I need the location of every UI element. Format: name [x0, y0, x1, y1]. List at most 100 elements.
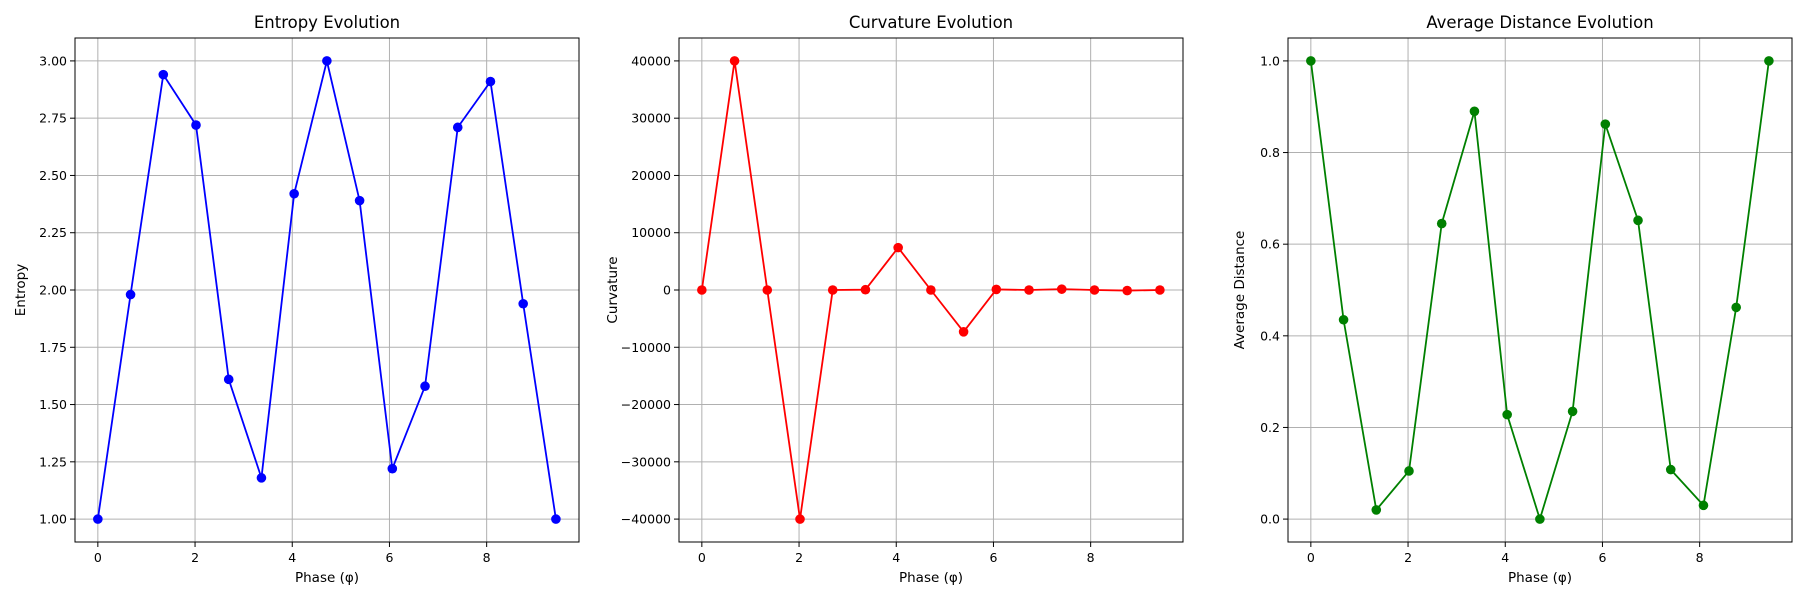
data-point — [729, 56, 740, 66]
data-point — [223, 374, 234, 385]
data-point — [1155, 285, 1165, 295]
data-point — [860, 284, 871, 295]
data-point — [1306, 56, 1316, 66]
y-tick-label: −10000 — [621, 340, 671, 355]
data-point — [1122, 285, 1132, 296]
x-tick-label: 4 — [1501, 550, 1509, 565]
x-tick-label: 6 — [989, 550, 997, 565]
data-point — [1731, 302, 1741, 313]
y-tick-label: 2.25 — [39, 225, 67, 240]
x-tick-label: 2 — [1404, 550, 1412, 565]
y-tick-label: 3.00 — [39, 53, 67, 68]
data-point — [1436, 218, 1447, 229]
y-axis-label: Average Distance — [1232, 231, 1248, 350]
y-tick-label: 1.25 — [39, 454, 67, 469]
data-point — [991, 284, 1002, 295]
y-tick-label: 10000 — [631, 225, 671, 240]
data-point — [1338, 314, 1349, 325]
x-axis-label: Phase (φ) — [899, 570, 963, 586]
data-point — [1633, 215, 1643, 226]
data-point — [485, 76, 496, 87]
y-tick-label: 1.00 — [39, 512, 67, 527]
data-point — [93, 514, 103, 524]
y-axis-label: Entropy — [13, 264, 29, 316]
x-tick-label: 2 — [795, 550, 803, 565]
data-point — [1567, 406, 1578, 417]
data-point — [551, 514, 561, 524]
y-tick-label: 2.00 — [39, 283, 67, 298]
data-point — [1535, 514, 1545, 524]
data-point — [1502, 409, 1512, 420]
chart-panel-2: 0 2 4 6 8 −40000 −30000 −20000 −10000 0 10000 20000… — [605, 13, 1184, 586]
data-point — [420, 381, 430, 392]
x-tick-label: 8 — [1087, 550, 1095, 565]
data-point — [1404, 466, 1414, 476]
y-tick-label: 0.6 — [1260, 237, 1280, 252]
y-tick-label: −30000 — [621, 454, 671, 469]
data-point — [1469, 106, 1480, 117]
x-tick-label: 8 — [483, 550, 491, 565]
y-tick-label: 30000 — [631, 111, 671, 126]
data-point — [191, 120, 201, 130]
data-point — [1056, 284, 1067, 294]
x-tick-label: 6 — [385, 550, 393, 565]
y-tick-label: −40000 — [621, 512, 671, 527]
x-tick-label: 6 — [1598, 550, 1606, 565]
data-point — [1024, 285, 1034, 295]
data-point — [795, 514, 805, 524]
data-point — [762, 285, 773, 295]
data-point — [158, 69, 169, 80]
x-tick-label: 8 — [1696, 550, 1704, 565]
y-tick-label: 0.0 — [1260, 512, 1280, 527]
plot-frame — [678, 37, 1184, 543]
data-point — [1600, 119, 1611, 129]
chart-panel-3: 0 2 4 6 8 0.0 0.2 0.4 0.6 0.8 1.0 Average Distance … — [1232, 13, 1793, 586]
data-point — [697, 285, 707, 295]
data-point — [893, 242, 903, 253]
y-tick-label: 1.0 — [1260, 53, 1280, 68]
chart-title: Average Distance Evolution — [1426, 13, 1653, 32]
data-point — [452, 122, 463, 133]
data-point — [1089, 285, 1100, 295]
x-axis-label: Phase (φ) — [295, 570, 359, 586]
y-tick-label: 0.4 — [1260, 328, 1280, 343]
x-tick-label: 4 — [892, 550, 900, 565]
data-point — [1665, 464, 1676, 475]
y-tick-label: −20000 — [621, 397, 671, 412]
series-line — [1309, 60, 1770, 520]
x-tick-label: 0 — [94, 550, 102, 565]
data-point — [256, 473, 267, 483]
data-point — [1764, 56, 1774, 66]
y-tick-label: 1.50 — [39, 397, 67, 412]
y-tick-label: 0.8 — [1260, 145, 1280, 160]
data-point — [387, 463, 398, 474]
data-point — [1371, 505, 1382, 515]
plot-frame — [1287, 37, 1793, 543]
data-point — [322, 56, 332, 66]
chart-title: Curvature Evolution — [849, 13, 1013, 32]
data-point — [518, 298, 528, 309]
data-point — [1698, 500, 1709, 511]
data-point — [354, 195, 365, 206]
y-tick-label: 2.50 — [39, 168, 67, 183]
y-tick-label: 0.2 — [1260, 420, 1280, 435]
x-tick-label: 0 — [698, 550, 706, 565]
y-tick-label: 1.75 — [39, 340, 67, 355]
x-tick-label: 4 — [288, 550, 296, 565]
data-point — [958, 327, 969, 337]
chart-title: Entropy Evolution — [254, 13, 400, 32]
data-point — [827, 285, 838, 295]
plot-frame — [74, 37, 580, 543]
chart-panel-1: 0 2 4 6 8 1.00 1.25 1.50 1.75 2.00 2.25 2.50 2.75 3.0… — [13, 13, 580, 586]
y-tick-label: 40000 — [631, 53, 671, 68]
data-point — [926, 285, 936, 295]
y-tick-label: 2.75 — [39, 111, 67, 126]
y-tick-label: 0 — [663, 283, 671, 298]
x-tick-label: 0 — [1307, 550, 1315, 565]
data-point — [289, 188, 299, 199]
y-axis-label: Curvature — [605, 256, 621, 323]
x-tick-label: 2 — [191, 550, 199, 565]
data-point — [125, 289, 136, 300]
x-axis-label: Phase (φ) — [1508, 570, 1572, 586]
